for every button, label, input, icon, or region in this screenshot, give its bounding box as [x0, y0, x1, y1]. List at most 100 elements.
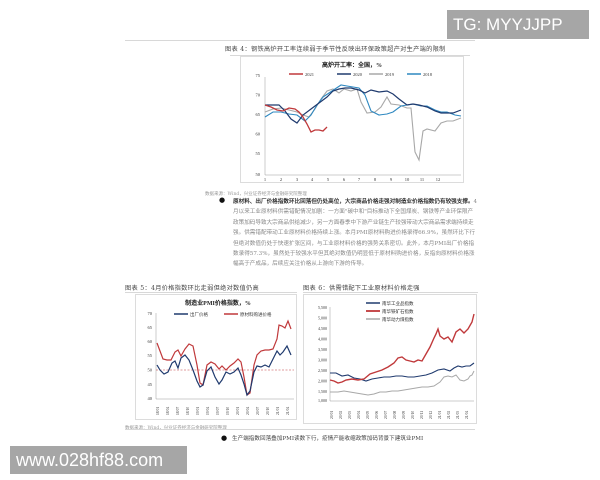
svg-text:21/04: 21/04 [465, 411, 469, 419]
figure5-chart: 制造业PMI价格指数，% 出厂价格 原材料购进价格 70 65 60 55 50 45 4… [135, 294, 297, 420]
chart-legend: 2021 2020 2019 2018 [289, 72, 433, 77]
svg-text:18/07: 18/07 [176, 407, 180, 415]
svg-text:55: 55 [148, 353, 153, 358]
nanhua-index-chart-svg: 南华工业品指数 南华铁矿石指数 南华动力煤指数 5,500 5,000 4,500 … [318, 300, 475, 419]
svg-text:65: 65 [148, 325, 153, 330]
paragraph-lead: 原材料、出厂价格指数环比回落但仍处高位，大宗商品价格走强对制造业价格指数仍有较强… [233, 199, 474, 205]
svg-text:20/01: 20/01 [330, 411, 334, 419]
svg-text:4,000: 4,000 [318, 337, 327, 343]
svg-text:2: 2 [280, 177, 282, 182]
svg-text:21/03: 21/03 [456, 411, 460, 419]
svg-text:4: 4 [311, 177, 314, 182]
svg-text:20/09: 20/09 [402, 411, 406, 419]
svg-text:5,000: 5,000 [318, 316, 327, 322]
watermark-top-right: TG: MYYJJPP [447, 10, 589, 39]
svg-text:19/10: 19/10 [226, 407, 230, 415]
svg-text:10: 10 [405, 177, 410, 182]
bullet-1: ● [219, 196, 226, 204]
svg-text:20/11: 20/11 [420, 411, 424, 419]
svg-text:5,500: 5,500 [318, 305, 327, 311]
x-axis-labels: 18/01 18/04 18/07 18/10 19/01 19/04 19/0… [156, 407, 290, 415]
svg-text:21/01: 21/01 [276, 407, 280, 415]
svg-text:60: 60 [256, 132, 261, 137]
svg-text:1,500: 1,500 [318, 389, 327, 395]
paragraph-construction: 生产端指数回落叠加PMI读数下行，疫情产能收缩政策加码背景下建筑业PMI [232, 436, 424, 442]
legend-2018: 2018 [423, 72, 433, 77]
y-axis-labels: 75 70 65 60 55 50 [256, 73, 261, 177]
legend-factory-price: 出厂价格 [190, 311, 208, 318]
svg-text:20/03: 20/03 [348, 411, 352, 419]
chart-legend: 出厂价格 原材料购进价格 [174, 311, 272, 318]
figure4-caption: 图表 4：钢铁高炉开工率连续弱于季节性反映出环保政策超产对生产端的限制 [225, 46, 446, 53]
svg-text:1: 1 [264, 177, 266, 182]
figure5-source: 数据来源：Wind，兴业证券经济与金融研究院整理 [125, 425, 227, 431]
svg-text:20/08: 20/08 [393, 411, 397, 419]
x-axis-labels: 20/01 20/02 20/03 20/04 20/05 20/06 20/0… [330, 411, 469, 419]
svg-text:20/04: 20/04 [357, 411, 361, 419]
series-factory-price [156, 344, 292, 397]
figure5-rule [125, 292, 297, 293]
svg-text:55: 55 [256, 151, 261, 156]
figure6-caption: 图表 6：供需错配下工业原材料价格走强 [303, 285, 420, 292]
svg-text:2,500: 2,500 [318, 368, 327, 374]
svg-text:75: 75 [256, 73, 261, 78]
svg-text:18/01: 18/01 [156, 407, 160, 415]
legend-2020: 2020 [353, 72, 363, 77]
svg-text:3,000: 3,000 [318, 358, 327, 364]
svg-text:5: 5 [327, 177, 330, 182]
svg-text:60: 60 [148, 339, 153, 344]
figure6-rule [303, 292, 478, 293]
pmi-price-chart-svg: 制造业PMI价格指数，% 出厂价格 原材料购进价格 70 65 60 55 50 45 4… [148, 299, 294, 415]
series-raw-material-price [156, 319, 292, 397]
series-industrial [330, 362, 475, 382]
legend-2019: 2019 [385, 72, 395, 77]
bullet-2: ● [221, 434, 228, 442]
svg-text:70: 70 [148, 311, 153, 316]
figure4-bottom-rule [230, 55, 470, 56]
svg-text:8: 8 [374, 177, 377, 182]
svg-text:20/01: 20/01 [236, 407, 240, 415]
svg-text:9: 9 [390, 177, 393, 182]
watermark-bottom-left: www.028hf88.com [10, 446, 187, 474]
figure4-chart: 高炉开工率：全国，% 2021 2020 2019 2018 75 70 65 60… [240, 56, 464, 183]
svg-text:40: 40 [148, 396, 153, 401]
series-2019 [264, 88, 462, 162]
series-2021 [264, 104, 328, 133]
series-2020 [265, 87, 462, 124]
y-axis-labels: 5,500 5,000 4,500 4,000 3,500 3,000 2,500 2,0… [318, 305, 327, 404]
svg-text:6: 6 [343, 177, 346, 182]
svg-text:21/01: 21/01 [438, 411, 442, 419]
svg-text:50: 50 [148, 368, 153, 373]
y-axis-labels: 70 65 60 55 50 45 40 [148, 311, 153, 401]
figure4-top-rule [125, 40, 475, 41]
chart-title: 高炉开工率：全国，% [322, 61, 382, 69]
svg-text:7: 7 [358, 177, 361, 182]
svg-text:19/01: 19/01 [196, 407, 200, 415]
figure6-chart: 南华工业品指数 南华铁矿石指数 南华动力煤指数 5,500 5,000 4,500 … [303, 294, 477, 424]
legend-iron-ore: 南华铁矿石指数 [382, 308, 414, 315]
legend-raw-material-price: 原材料购进价格 [240, 311, 272, 318]
svg-text:21/04: 21/04 [286, 407, 290, 415]
svg-text:21/02: 21/02 [447, 411, 451, 419]
series-2018 [264, 84, 462, 122]
svg-text:20/05: 20/05 [366, 411, 370, 419]
paragraph-raw-materials: 原材料、出厂价格指数环比回落但仍处高位，大宗商品价格走强对制造业价格指数仍有较强… [233, 197, 478, 270]
svg-text:65: 65 [256, 112, 261, 117]
svg-text:18/10: 18/10 [186, 407, 190, 415]
chart-title: 制造业PMI价格指数，% [185, 299, 251, 307]
paragraph-body: 4月以来工业原材料供需错配情况加剧：一方面"碳中和"目标推动下全国煤炭、钢铁等产… [233, 199, 478, 268]
svg-text:19/07: 19/07 [216, 407, 220, 415]
svg-text:19/04: 19/04 [206, 407, 210, 415]
svg-text:2,000: 2,000 [318, 379, 327, 385]
bottom-rule [125, 429, 475, 430]
svg-text:1,000: 1,000 [318, 398, 327, 404]
svg-text:20/07: 20/07 [384, 411, 388, 419]
chart-legend: 南华工业品指数 南华铁矿石指数 南华动力煤指数 [366, 300, 414, 323]
legend-industrial: 南华工业品指数 [382, 300, 414, 307]
legend-2021: 2021 [305, 72, 314, 77]
svg-text:3: 3 [296, 177, 299, 182]
legend-thermal-coal: 南华动力煤指数 [382, 316, 414, 323]
svg-text:20/12: 20/12 [429, 411, 433, 419]
